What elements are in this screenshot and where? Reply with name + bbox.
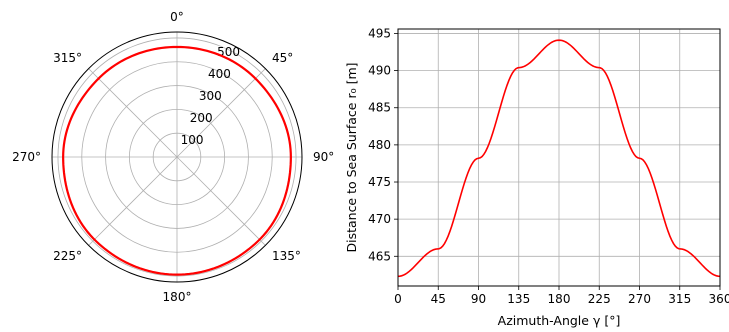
polar-angle-tick-label: 315° [53, 51, 82, 65]
polar-angle-tick-label: 270° [12, 150, 41, 164]
polar-angle-tick-label: 90° [313, 150, 334, 164]
y-tick-label: 480 [368, 138, 391, 152]
polar-radial-tick-label: 100 [181, 133, 204, 147]
y-tick-label: 465 [368, 249, 391, 263]
y-tick-label: 485 [368, 101, 391, 115]
polar-radial-tick-label: 300 [199, 89, 222, 103]
polar-angle-tick-label: 135° [272, 249, 301, 263]
polar-grid [52, 32, 302, 282]
x-tick-label: 45 [431, 292, 446, 306]
x-tick-label: 270 [628, 292, 651, 306]
y-tick-label: 475 [368, 175, 391, 189]
x-tick-label: 90 [471, 292, 486, 306]
x-tick-label: 360 [709, 292, 729, 306]
y-tick-label: 490 [368, 64, 391, 78]
polar-angle-tick-label: 180° [163, 290, 192, 304]
x-tick-label: 180 [548, 292, 571, 306]
polar-angle-tick-label: 225° [53, 249, 82, 263]
polar-angle-tick-label: 45° [272, 51, 293, 65]
x-tick-label: 135 [507, 292, 530, 306]
y-tick-label: 495 [368, 26, 391, 40]
y-tick-label: 470 [368, 212, 391, 226]
y-axis-label: Distance to Sea Surface r₀ [m] [344, 62, 359, 252]
x-axis-label: Azimuth-Angle γ [°] [498, 313, 621, 328]
x-tick-label: 315 [668, 292, 691, 306]
polar-radial-tick-label: 400 [208, 67, 231, 81]
x-tick-label: 0 [394, 292, 402, 306]
polar-radial-tick-label: 200 [190, 111, 213, 125]
polar-angle-tick-label: 0° [170, 10, 184, 24]
x-tick-label: 225 [588, 292, 611, 306]
